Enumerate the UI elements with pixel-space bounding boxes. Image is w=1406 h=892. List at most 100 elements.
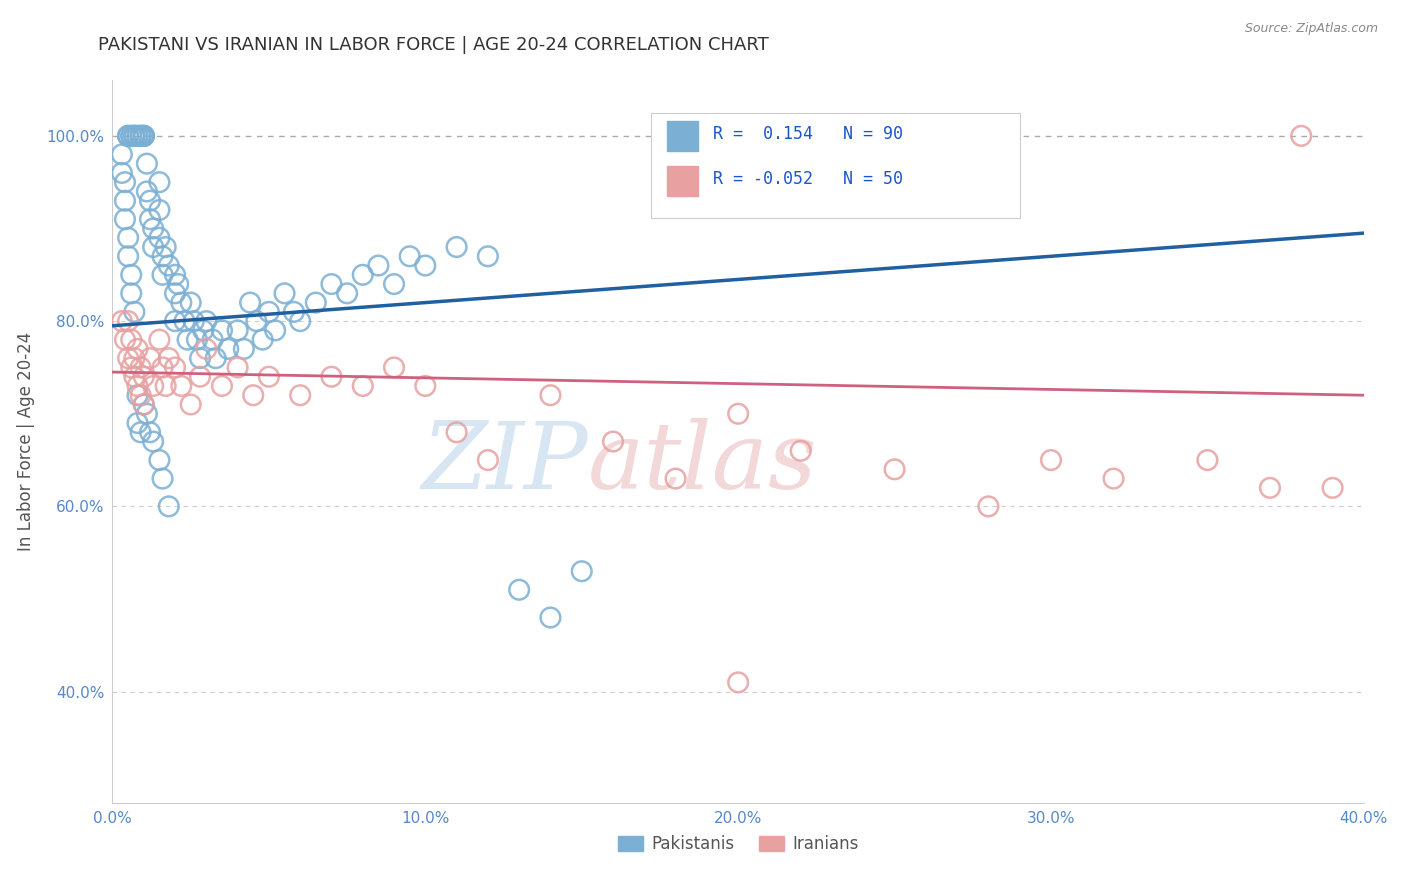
Point [571,564,593,578]
Point [790,443,813,458]
Point [120,286,142,301]
Point [321,277,343,291]
Point [188,369,211,384]
Point [977,500,1000,514]
Point [142,434,165,449]
Point [127,128,149,143]
Point [727,407,749,421]
Point [163,360,186,375]
Point [111,166,134,180]
FancyBboxPatch shape [666,120,699,151]
Point [124,128,146,143]
Point [188,351,211,366]
Point [127,388,149,402]
Point [127,128,149,143]
Point [117,231,139,245]
Point [170,295,193,310]
Point [111,314,134,328]
Point [148,333,170,347]
Point [283,305,305,319]
Point [163,268,186,282]
Point [120,360,142,375]
Point [129,425,152,440]
Point [129,128,152,143]
Point [163,314,186,328]
Point [180,295,202,310]
Point [132,397,155,411]
Point [129,128,152,143]
Point [132,128,155,143]
Point [290,314,312,328]
Y-axis label: In Labor Force | Age 20-24: In Labor Force | Age 20-24 [17,332,35,551]
Point [180,397,202,411]
Point [120,128,142,143]
Point [201,333,224,347]
Point [132,128,155,143]
Point [167,277,190,291]
Point [142,379,165,393]
Point [152,472,174,486]
Point [382,360,405,375]
Point [135,185,157,199]
Point [1197,453,1219,467]
Point [120,268,142,282]
Point [183,314,205,328]
Point [415,379,437,393]
Point [129,388,152,402]
Point [124,369,146,384]
Point [273,286,295,301]
Point [139,194,162,208]
Point [540,610,562,624]
Point [124,128,146,143]
Point [211,323,233,337]
Point [132,397,155,411]
Point [124,128,146,143]
Point [114,333,136,347]
Point [148,175,170,189]
Point [305,295,328,310]
Point [382,277,405,291]
Point [157,500,180,514]
Point [120,333,142,347]
Point [1039,453,1063,467]
Point [135,407,157,421]
Point [242,388,264,402]
Point [232,342,254,356]
Point [415,259,437,273]
Point [727,675,749,690]
Point [264,323,287,337]
Point [142,221,165,235]
Point [1291,128,1313,143]
Point [152,360,174,375]
Point [152,249,174,263]
Text: atlas: atlas [588,418,817,508]
Point [176,333,198,347]
Point [117,351,139,366]
Point [139,212,162,227]
Point [124,128,146,143]
Point [211,379,233,393]
Point [217,342,239,356]
Point [245,314,267,328]
Point [477,249,499,263]
Point [124,351,146,366]
Point [336,286,359,301]
Point [152,268,174,282]
Point [148,453,170,467]
Point [540,388,562,402]
Text: PAKISTANI VS IRANIAN IN LABOR FORCE | AGE 20-24 CORRELATION CHART: PAKISTANI VS IRANIAN IN LABOR FORCE | AG… [98,36,769,54]
Point [111,147,134,161]
Point [1322,481,1344,495]
Text: Source: ZipAtlas.com: Source: ZipAtlas.com [1244,22,1378,36]
Point [132,128,155,143]
Legend: Pakistanis, Iranians: Pakistanis, Iranians [610,828,866,860]
Point [252,333,274,347]
Point [1102,472,1125,486]
Point [257,305,280,319]
Point [352,268,374,282]
Point [664,472,686,486]
Point [155,240,177,254]
Text: R =  0.154   N = 90: R = 0.154 N = 90 [713,125,903,143]
Point [170,379,193,393]
Point [124,305,146,319]
